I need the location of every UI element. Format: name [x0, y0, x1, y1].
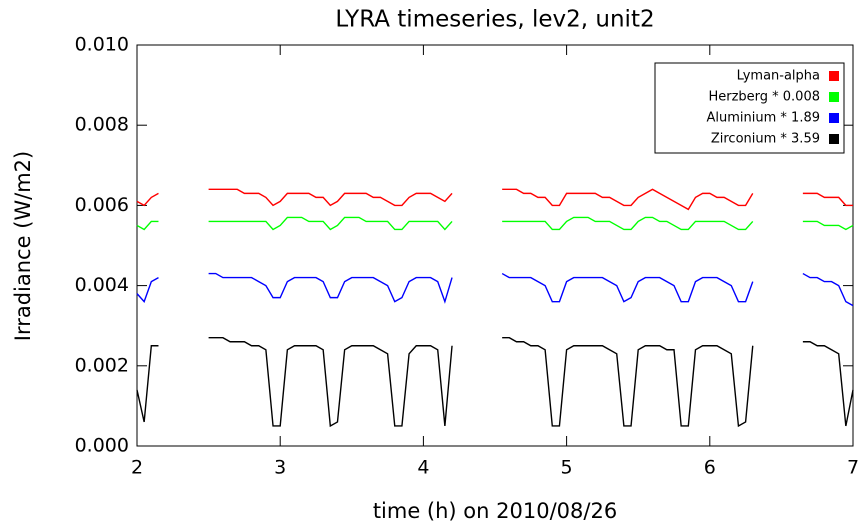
x-tick-label: 6 [704, 457, 716, 479]
y-tick-label: 0.008 [75, 114, 129, 136]
y-tick-label: 0.004 [75, 274, 129, 296]
series-line [136, 216, 854, 231]
series-line [136, 337, 854, 428]
series-line [136, 272, 854, 307]
x-axis-label: time (h) on 2010/08/26 [373, 499, 617, 523]
legend-label: Herzberg * 0.008 [708, 90, 820, 105]
x-tick-label: 2 [131, 457, 143, 479]
y-axis-label: Irradiance (W/m2) [11, 151, 35, 342]
legend-swatch [829, 113, 839, 123]
x-tick-label: 4 [417, 457, 429, 479]
legend-label: Zirconium * 3.59 [711, 132, 820, 147]
legend-swatch [829, 134, 839, 144]
x-tick-label: 3 [274, 457, 286, 479]
y-tick-label: 0.010 [75, 34, 129, 56]
plot-frame [136, 44, 854, 447]
y-tick-label: 0.002 [75, 354, 129, 376]
x-tick-label: 5 [561, 457, 573, 479]
y-tick-label: 0.000 [75, 435, 129, 457]
legend-label: Lyman-alpha [737, 69, 820, 84]
legend-swatch [829, 92, 839, 102]
legend-label: Aluminium * 1.89 [707, 111, 820, 126]
y-tick-label: 0.006 [75, 194, 129, 216]
series-line [136, 188, 853, 211]
legend-box [654, 62, 845, 154]
x-tick-label: 7 [847, 457, 859, 479]
legend-swatch [829, 71, 839, 81]
chart-title: LYRA timeseries, lev2, unit2 [335, 7, 654, 33]
